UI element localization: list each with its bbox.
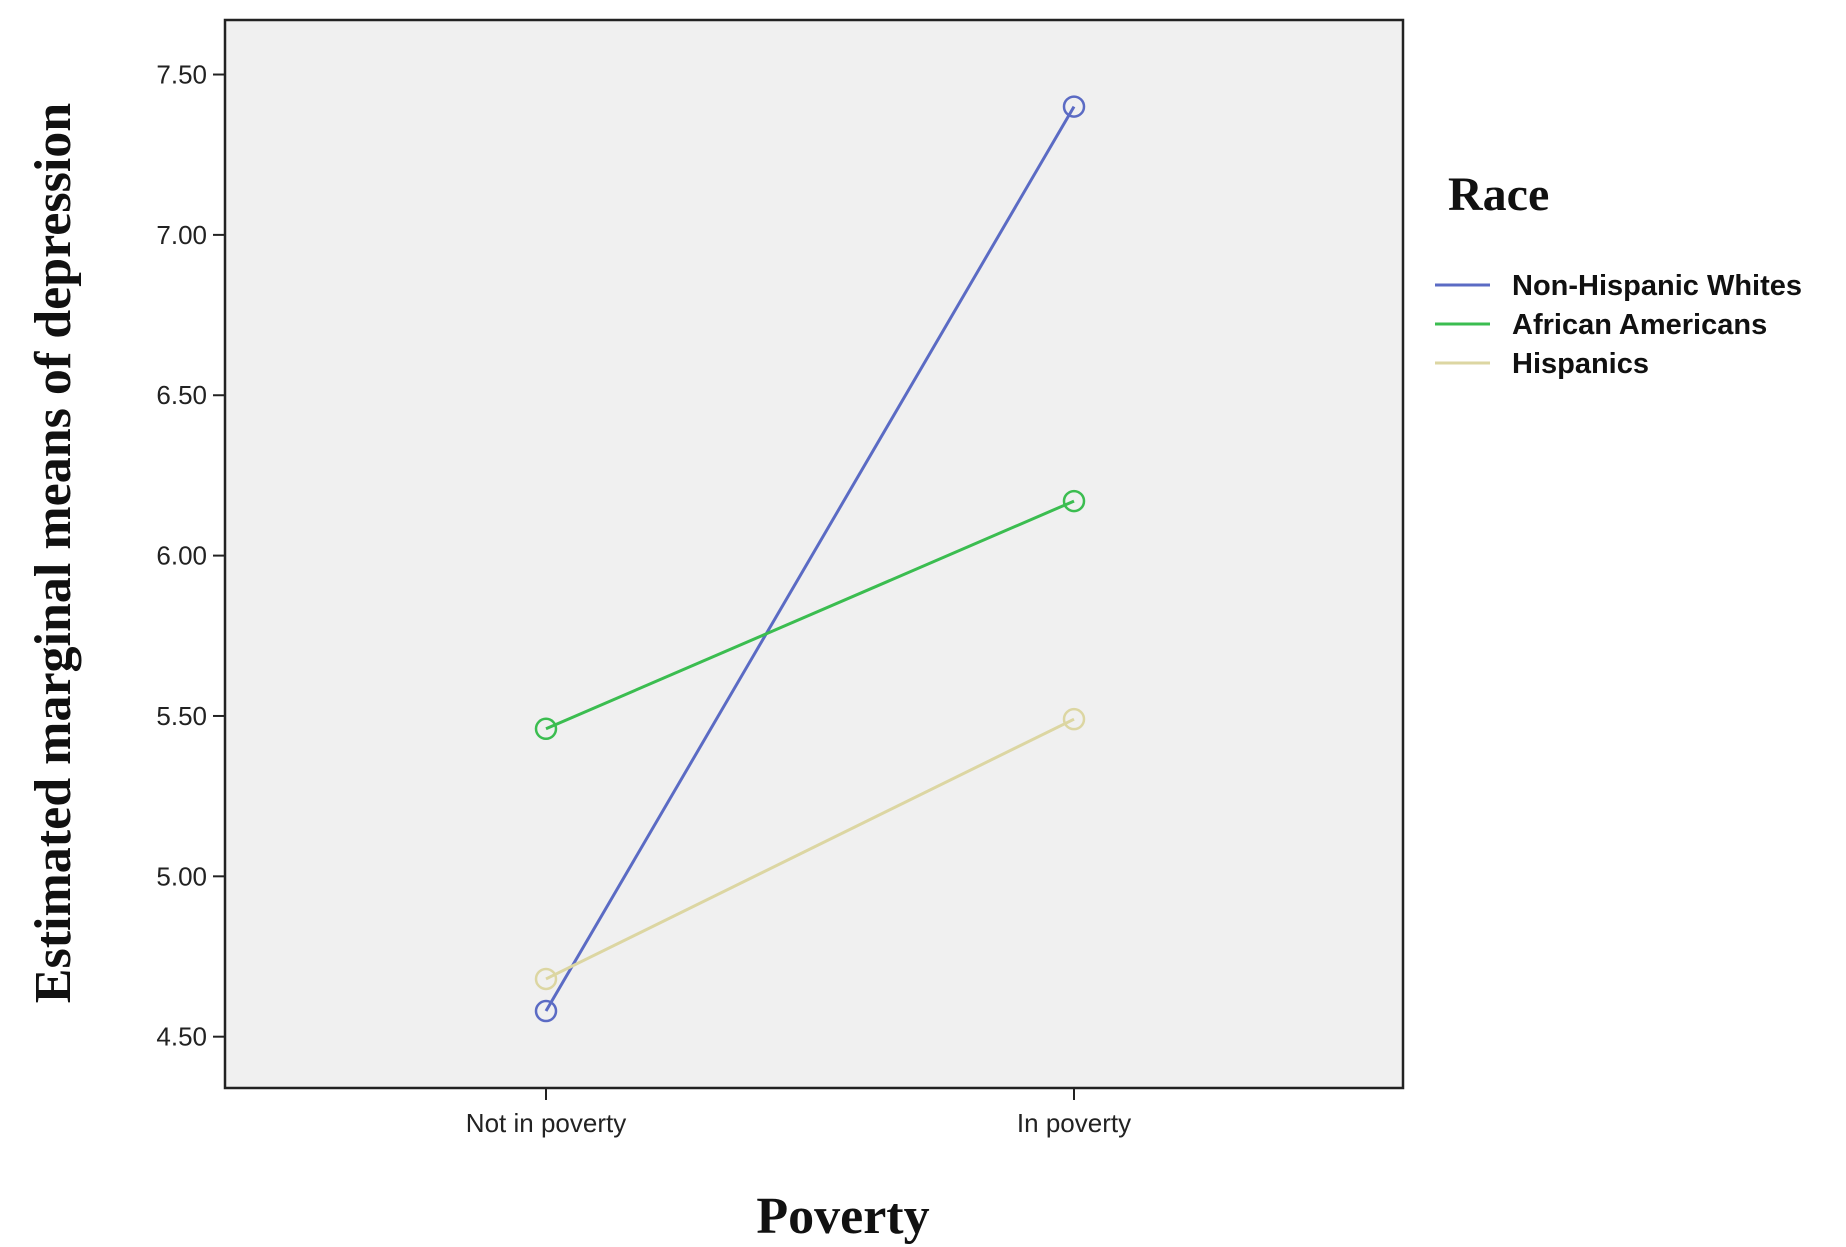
data-point-marker bbox=[534, 967, 558, 991]
data-point-marker bbox=[534, 999, 558, 1023]
data-point-marker bbox=[534, 717, 558, 741]
legend-label: Non-Hispanic Whites bbox=[1512, 270, 1802, 302]
y-tick-label: 5.50 bbox=[156, 701, 207, 731]
legend-title: Race bbox=[1448, 168, 1549, 221]
y-axis: 4.50 5.00 5.50 6.00 6.50 7.00 7.50 bbox=[156, 60, 225, 1052]
y-tick-label: 7.00 bbox=[156, 220, 207, 250]
y-axis-title: Estimated marginal means of depression bbox=[25, 103, 82, 1003]
data-point-marker bbox=[1062, 707, 1086, 731]
y-tick-label: 7.50 bbox=[156, 60, 207, 90]
legend: Non-Hispanic Whites African Americans Hisp… bbox=[1435, 270, 1802, 380]
x-tick-label: Not in poverty bbox=[466, 1108, 626, 1138]
series-line bbox=[544, 105, 1076, 1012]
x-tick-label: In poverty bbox=[1017, 1108, 1131, 1138]
legend-label: Hispanics bbox=[1512, 348, 1649, 380]
series-line bbox=[545, 499, 1075, 731]
y-tick-label: 4.50 bbox=[156, 1022, 207, 1052]
series-layer bbox=[534, 95, 1086, 1023]
series-line bbox=[545, 717, 1075, 981]
y-tick-label: 5.00 bbox=[156, 861, 207, 891]
y-tick-label: 6.00 bbox=[156, 541, 207, 571]
y-tick-label: 6.50 bbox=[156, 380, 207, 410]
data-point-marker bbox=[1062, 489, 1086, 513]
legend-label: African Americans bbox=[1512, 309, 1767, 341]
data-point-marker bbox=[1062, 95, 1086, 118]
x-axis-title: Poverty bbox=[756, 1188, 929, 1245]
x-axis: Not in poverty In poverty bbox=[466, 1088, 1131, 1138]
